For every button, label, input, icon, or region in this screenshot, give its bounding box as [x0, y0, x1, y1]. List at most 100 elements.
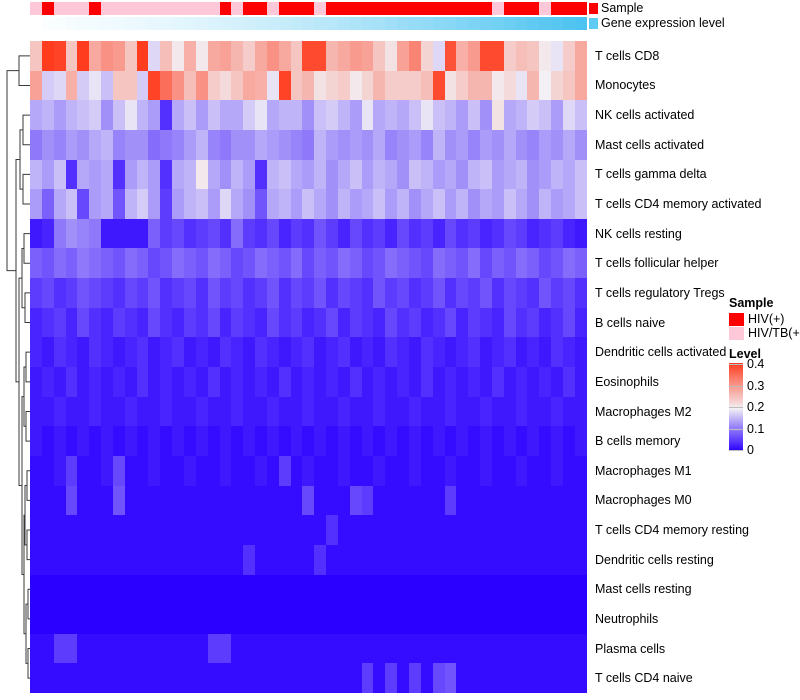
gene-expression-annotation-cell [160, 17, 173, 30]
row-label: T cells regulatory Tregs [595, 285, 725, 300]
heatmap-cell [101, 248, 113, 279]
heatmap-cell [503, 278, 516, 308]
heatmap-grid [30, 41, 587, 694]
heatmap-cell [562, 544, 575, 575]
heatmap-cell [551, 604, 563, 634]
heatmap-cell [231, 455, 244, 486]
heatmap-cell [89, 70, 102, 101]
heatmap-cell [89, 248, 102, 279]
heatmap-cell [172, 455, 184, 486]
heatmap-cell [397, 307, 409, 338]
heatmap-cell [160, 455, 173, 486]
heatmap-cell [420, 100, 433, 130]
heatmap-cell [89, 455, 102, 486]
heatmap-cell [101, 100, 113, 130]
heatmap-cell [124, 426, 137, 456]
heatmap-cell [89, 367, 102, 397]
heatmap-cell [172, 604, 184, 634]
heatmap-cell [136, 633, 149, 664]
heatmap-cell [420, 633, 433, 664]
heatmap-cell [112, 100, 125, 130]
heatmap-cell [124, 367, 137, 397]
heatmap-cell [302, 41, 315, 71]
heatmap-cell [124, 159, 137, 190]
heatmap-cell [527, 248, 540, 279]
heatmap-cell [574, 218, 587, 249]
heatmap-cell [266, 574, 279, 605]
heatmap-cell [30, 633, 42, 664]
heatmap-cell [456, 485, 469, 516]
heatmap-cell [302, 574, 315, 605]
heatmap-cell [172, 248, 184, 279]
heatmap-cell [148, 159, 161, 190]
heatmap-cell [219, 604, 232, 634]
heatmap-cell [302, 515, 315, 545]
gene-expression-annotation-cell [491, 17, 504, 30]
heatmap-cell [207, 544, 220, 575]
heatmap-cell [361, 159, 374, 190]
heatmap-cell [432, 41, 445, 71]
heatmap-cell [207, 307, 220, 338]
heatmap-cell [503, 663, 516, 694]
heatmap-cell [385, 515, 398, 545]
heatmap-cell [53, 100, 66, 130]
sample-annotation-cell [112, 2, 125, 15]
heatmap-cell [314, 367, 327, 397]
heatmap-cell [527, 278, 540, 308]
heatmap-cell [278, 367, 291, 397]
heatmap-cell [539, 515, 552, 545]
heatmap-cell [65, 455, 78, 486]
heatmap-cell [539, 337, 552, 368]
heatmap-cell [53, 663, 66, 694]
heatmap-cell [551, 307, 563, 338]
heatmap-cell [266, 604, 279, 634]
heatmap-cell [183, 159, 196, 190]
heatmap-cell [373, 248, 386, 279]
heatmap-cell [160, 663, 173, 694]
heatmap-cell [112, 70, 125, 101]
heatmap-cell [278, 426, 291, 456]
gene-expression-annotation-bar [30, 17, 587, 30]
heatmap-cell [515, 396, 528, 427]
heatmap-cell [53, 129, 66, 160]
heatmap-cell [409, 485, 421, 516]
heatmap-cell [337, 307, 350, 338]
heatmap-cell [397, 455, 409, 486]
heatmap-row [30, 159, 587, 190]
heatmap-cell [574, 544, 587, 575]
heatmap-cell [373, 455, 386, 486]
heatmap-cell [468, 544, 481, 575]
heatmap-cell [337, 604, 350, 634]
heatmap-cell [77, 189, 90, 219]
heatmap-cell [468, 70, 481, 101]
heatmap-cell [207, 248, 220, 279]
heatmap-cell [480, 337, 492, 368]
heatmap-cell [183, 248, 196, 279]
heatmap-cell [207, 367, 220, 397]
heatmap-cell [491, 218, 504, 249]
heatmap-cell [65, 218, 78, 249]
heatmap-cell [160, 278, 173, 308]
heatmap-cell [136, 278, 149, 308]
heatmap-row [30, 455, 587, 486]
heatmap-cell [41, 485, 54, 516]
heatmap-cell [195, 633, 208, 664]
row-label-column: T cells CD8 Monocytes NK cells activated Ma… [595, 41, 800, 693]
heatmap-cell [278, 159, 291, 190]
heatmap-cell [183, 41, 196, 71]
heatmap-cell [326, 307, 338, 338]
heatmap-cell [503, 367, 516, 397]
heatmap-cell [266, 129, 279, 160]
heatmap-cell [290, 574, 303, 605]
heatmap-cell [77, 367, 90, 397]
heatmap-cell [539, 604, 552, 634]
heatmap-cell [503, 218, 516, 249]
heatmap-row [30, 70, 587, 101]
heatmap-cell [77, 159, 90, 190]
heatmap-cell [124, 396, 137, 427]
heatmap-cell [491, 70, 504, 101]
heatmap-cell [503, 41, 516, 71]
heatmap-cell [574, 337, 587, 368]
heatmap-cell [101, 485, 113, 516]
